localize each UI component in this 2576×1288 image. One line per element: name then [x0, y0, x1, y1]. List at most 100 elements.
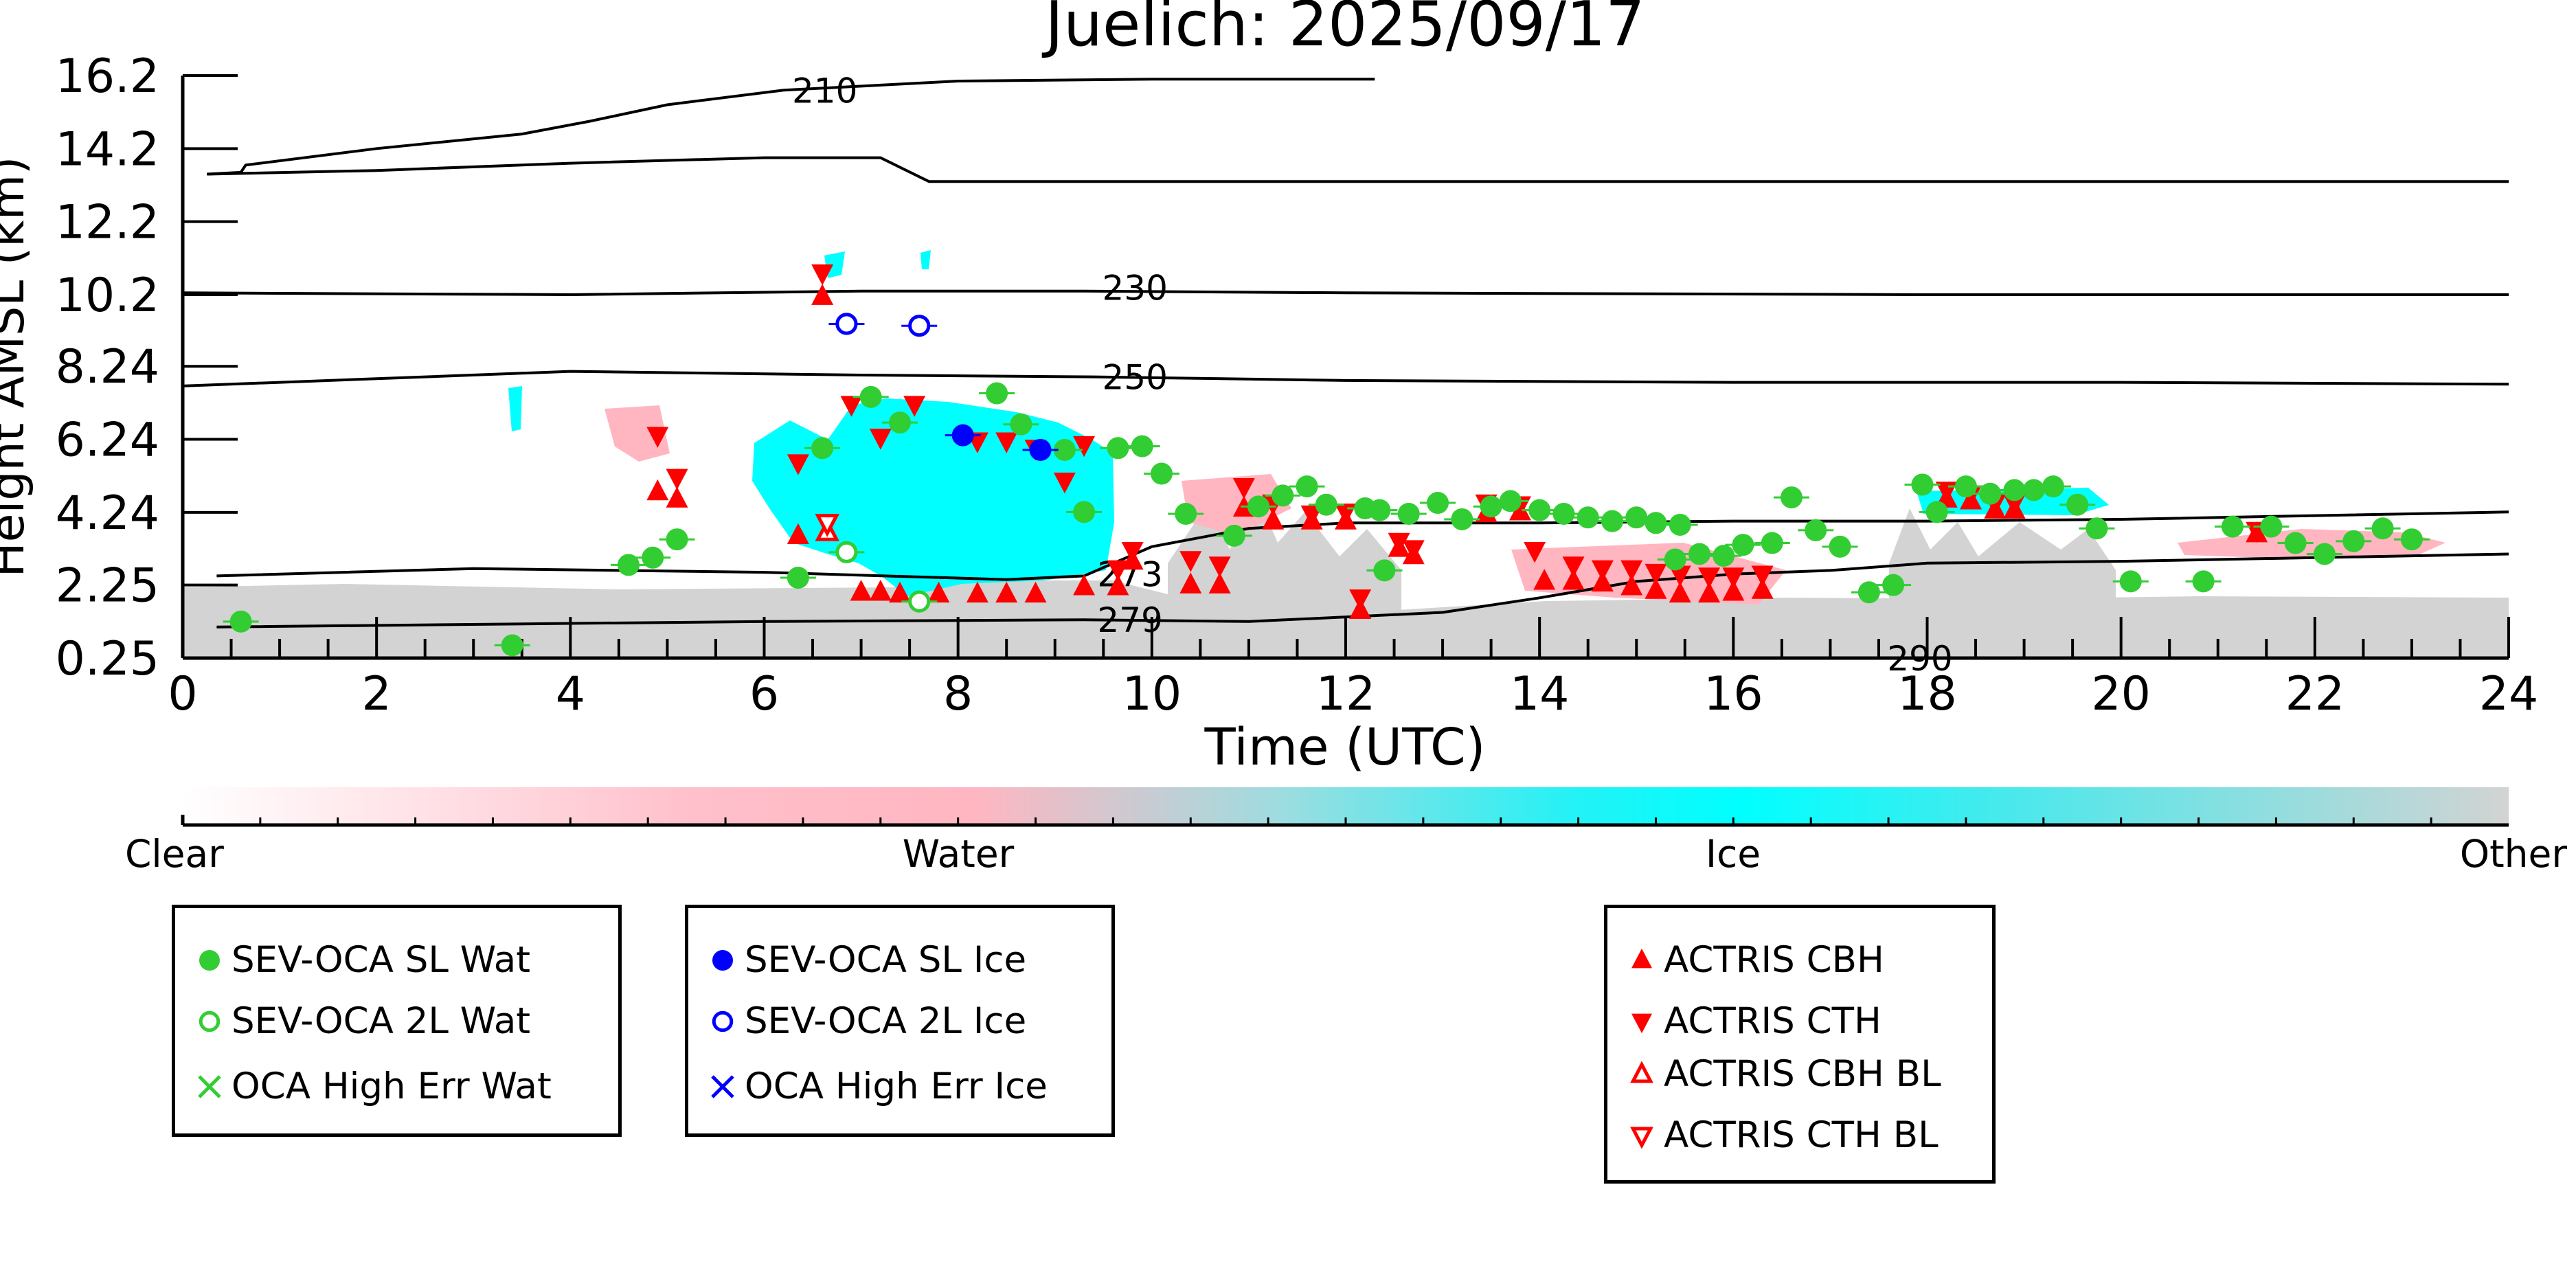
data-point [1751, 565, 1774, 587]
data-point [1601, 510, 1623, 532]
data-point [2022, 479, 2045, 501]
legend-entry: SEV-OCA SL Wat [194, 940, 530, 981]
data-point [869, 429, 892, 450]
data-point [2371, 517, 2394, 540]
data-point [501, 634, 523, 657]
series-sev-oca-2l-wat [828, 541, 938, 613]
data-point [1528, 499, 1551, 521]
data-point [995, 432, 1018, 453]
x-tick-label: 4 [556, 667, 585, 721]
data-point [1272, 484, 1294, 507]
data-point [889, 411, 912, 434]
legend-marker-icon [712, 950, 733, 971]
data-point [1368, 499, 1391, 521]
colorbar-label: Other [2460, 832, 2568, 876]
data-point [617, 554, 640, 576]
colorbar-label: Clear [125, 832, 224, 876]
legend-entry: OCA High Err Ice [708, 1066, 1048, 1107]
contour-label: 230 [1102, 268, 1167, 308]
x-tick-label: 20 [2091, 667, 2151, 721]
data-series [223, 264, 2430, 657]
data-point [1107, 574, 1129, 596]
data-point [2313, 543, 2336, 565]
data-point [646, 479, 669, 501]
data-point [666, 468, 688, 490]
data-point [2221, 515, 2244, 538]
x-tick-label: 22 [2285, 667, 2345, 721]
data-point [2003, 494, 2026, 516]
data-point [1029, 438, 1052, 461]
y-tick-label: 16.2 [56, 49, 159, 104]
legend-marker-icon [1630, 1127, 1653, 1149]
water-class-area [605, 405, 670, 462]
data-point [666, 528, 688, 551]
series-sev-oca-2l-ice [828, 313, 938, 337]
data-point [889, 581, 912, 603]
data-point [1131, 435, 1153, 457]
data-point [1010, 413, 1032, 436]
data-point [2042, 475, 2064, 498]
data-point [1073, 501, 1096, 523]
data-point [1208, 572, 1231, 594]
data-point [2003, 479, 2026, 501]
classification-colorbar: Clear Water Ice Other [125, 787, 2567, 876]
y-tick-label: 8.24 [56, 340, 159, 394]
data-point [1175, 502, 1197, 525]
data-point [2192, 570, 2215, 593]
data-point [1179, 551, 1202, 572]
series-sev-oca-sl-wat [223, 382, 2430, 657]
data-point [1954, 475, 1977, 498]
data-point [1722, 567, 1745, 589]
data-point [903, 396, 926, 417]
series-sev-oca-sl-ice [945, 424, 1059, 461]
data-point [2284, 532, 2307, 554]
water-class-area [1182, 474, 1291, 536]
data-point [2400, 528, 2423, 551]
data-point [1223, 524, 1245, 547]
data-point [1805, 519, 1827, 541]
y-tick-label: 6.24 [56, 414, 159, 468]
data-point [1925, 501, 1948, 523]
legend-label: SEV-OCA SL Ice [745, 939, 1027, 981]
data-point [1577, 506, 1599, 529]
data-point [840, 396, 863, 417]
data-point [1751, 578, 1774, 599]
legend-marker-icon [711, 1075, 734, 1098]
legend-label: OCA High Err Ice [745, 1065, 1048, 1107]
colorbar-ticks [259, 817, 2432, 825]
data-point [787, 454, 809, 475]
data-point [1388, 532, 1410, 554]
other-class-area [1889, 508, 2116, 658]
series-actris-cth-bl [815, 514, 839, 537]
data-point [1499, 490, 1522, 512]
data-point [1625, 506, 1648, 529]
y-tick-label: 10.2 [56, 269, 159, 323]
contour-line [216, 510, 2509, 581]
data-point [2119, 570, 2142, 593]
data-point [1591, 560, 1614, 581]
legend-entry: ACTRIS CTH [1627, 1001, 1882, 1042]
data-point [1121, 541, 1144, 563]
data-point [1688, 543, 1710, 565]
x-tick-label: 8 [943, 667, 973, 721]
data-point [1722, 580, 1745, 601]
data-point [1335, 504, 1357, 525]
data-point [1315, 493, 1337, 516]
legend-label: SEV-OCA SL Wat [231, 939, 530, 981]
data-point [966, 581, 988, 603]
legend-label: OCA High Err Wat [231, 1065, 552, 1107]
data-point [2086, 517, 2108, 540]
data-point [1402, 540, 1425, 561]
data-point [787, 523, 809, 545]
x-tick-label: 12 [1316, 667, 1376, 721]
data-point [951, 424, 974, 447]
data-point [229, 610, 252, 633]
legend-entry: ACTRIS CBH [1627, 940, 1884, 981]
data-point [1232, 477, 1255, 499]
data-point [646, 427, 669, 448]
x-tick-label: 14 [1510, 667, 1570, 721]
data-point [642, 546, 664, 569]
ice-class-area [920, 250, 931, 269]
